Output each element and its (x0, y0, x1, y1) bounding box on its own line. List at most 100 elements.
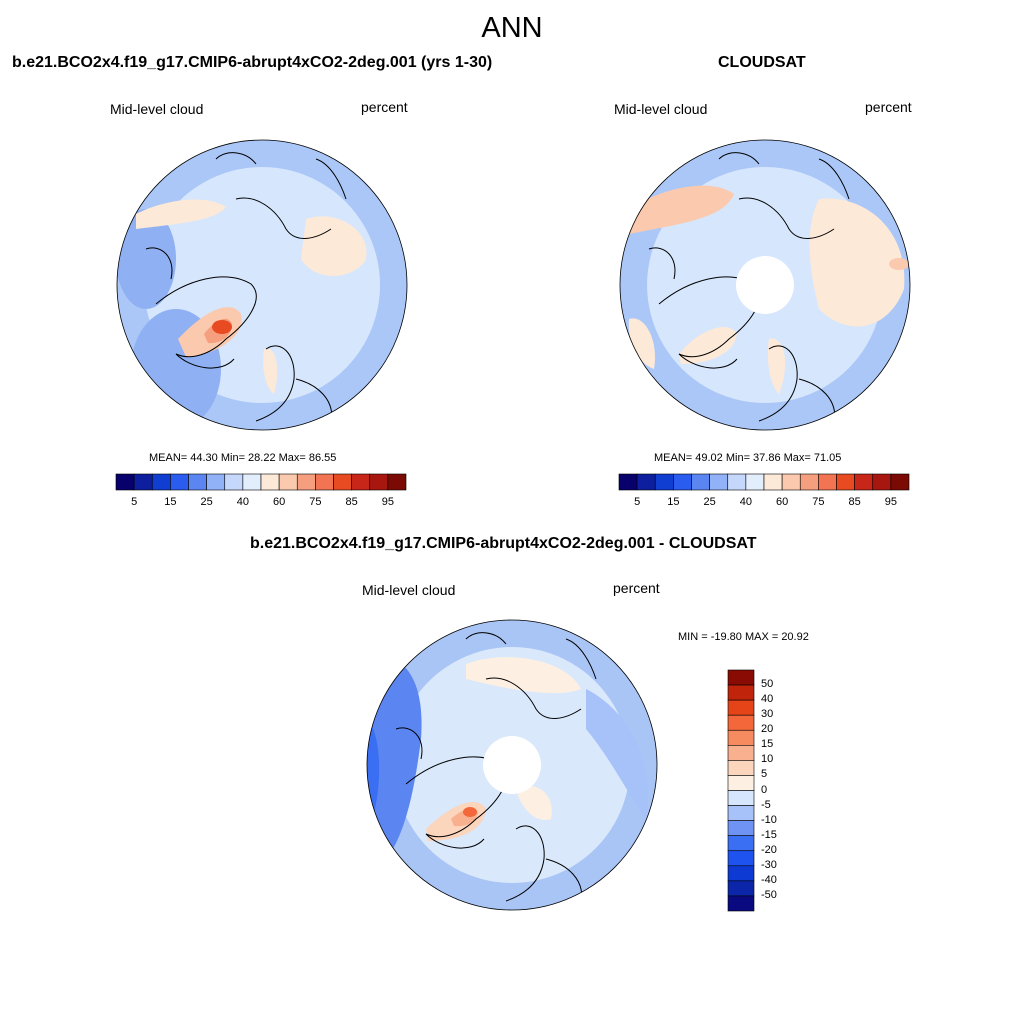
colorbar-tick-label: -10 (761, 813, 777, 826)
colorbar-tick-label: 75 (812, 496, 825, 508)
colorbar-tick-label: 15 (164, 496, 177, 508)
colorbar-swatch (727, 835, 755, 852)
panel-2-polar-map (619, 139, 911, 431)
colorbar-swatch (727, 669, 755, 686)
panel-1-colorbar (115, 473, 407, 491)
map-polar-gap (483, 736, 541, 794)
colorbar-tick-label: -5 (761, 798, 771, 811)
diff-panel-colorbar (727, 669, 755, 912)
colorbar-swatch (872, 473, 892, 491)
colorbar-swatch (333, 473, 352, 491)
colorbar-tick-label: 10 (761, 753, 774, 766)
colorbar-tick-label: -40 (761, 873, 777, 886)
colorbar-swatch (315, 473, 334, 491)
colorbar-swatch (727, 865, 755, 882)
main-title: ANN (481, 12, 543, 44)
panel-2-title: CLOUDSAT (718, 54, 806, 71)
diff-panel-variable-label: Mid-level cloud (362, 582, 456, 598)
colorbar-swatch (799, 473, 819, 491)
panel-1-variable-label: Mid-level cloud (110, 101, 204, 117)
colorbar-swatch (296, 473, 316, 491)
colorbar-swatch (387, 473, 407, 491)
colorbar-swatch (691, 473, 710, 491)
colorbar-swatch (636, 473, 656, 491)
colorbar-swatch (188, 473, 207, 491)
colorbar-swatch (727, 699, 755, 716)
colorbar-swatch (351, 473, 371, 491)
colorbar-tick-label: -20 (761, 843, 777, 856)
colorbar-tick-label: 75 (309, 496, 322, 508)
map-polar-gap (736, 256, 794, 314)
colorbar-tick-label: 5 (634, 496, 641, 508)
colorbar-tick-label: 40 (236, 496, 249, 508)
colorbar-swatch (278, 473, 298, 491)
colorbar-swatch (727, 895, 755, 912)
colorbar-swatch (369, 473, 389, 491)
colorbar-swatch (727, 760, 755, 776)
colorbar-tick-label: 95 (381, 496, 394, 508)
colorbar-swatch (654, 473, 674, 491)
colorbar-tick-label: 40 (739, 496, 752, 508)
colorbar-swatch (618, 473, 638, 491)
diff-panel-title: b.e21.BCO2x4.f19_g17.CMIP6-abrupt4xCO2-2… (250, 535, 757, 552)
colorbar-swatch (727, 805, 755, 821)
panel-1-stats: MEAN= 44.30 Min= 28.22 Max= 86.55 (149, 452, 337, 464)
colorbar-tick-label: 85 (345, 496, 358, 508)
colorbar-tick-label: -50 (761, 888, 777, 901)
diff-panel-polar-map (366, 619, 658, 911)
colorbar-swatch (206, 473, 226, 491)
panel-1-title: b.e21.BCO2x4.f19_g17.CMIP6-abrupt4xCO2-2… (12, 54, 493, 71)
colorbar-swatch (727, 473, 747, 491)
panel-1-polar-map (116, 139, 408, 431)
colorbar-swatch (890, 473, 910, 491)
colorbar-tick-label: 95 (884, 496, 897, 508)
colorbar-tick-label: -30 (761, 858, 777, 871)
colorbar-swatch (727, 714, 755, 731)
colorbar-swatch (151, 473, 171, 491)
colorbar-tick-label: 15 (761, 738, 774, 751)
colorbar-swatch (781, 473, 801, 491)
colorbar-tick-label: 20 (761, 723, 774, 736)
colorbar-swatch (745, 473, 765, 491)
panel-1-units-label: percent (361, 99, 408, 115)
map-coastlines (145, 152, 347, 425)
colorbar-swatch (727, 880, 755, 897)
colorbar-tick-label: 25 (200, 496, 213, 508)
colorbar-swatch (727, 745, 755, 761)
panel-2-stats: MEAN= 49.02 Min= 37.86 Max= 71.05 (654, 452, 842, 464)
colorbar-swatch (727, 850, 755, 867)
colorbar-swatch (242, 473, 262, 491)
panel-2-units-label: percent (865, 99, 912, 115)
colorbar-tick-label: 15 (667, 496, 680, 508)
colorbar-tick-label: 5 (131, 496, 138, 508)
colorbar-tick-label: 25 (703, 496, 716, 508)
diff-panel-stats: MIN = -19.80 MAX = 20.92 (678, 631, 809, 643)
colorbar-swatch (709, 473, 729, 491)
colorbar-swatch (727, 790, 755, 806)
colorbar-swatch (727, 775, 755, 791)
map-border (619, 139, 911, 431)
map-border (116, 139, 408, 431)
colorbar-tick-label: -15 (761, 828, 777, 841)
colorbar-swatch (727, 820, 755, 836)
panel-2-variable-label: Mid-level cloud (614, 101, 708, 117)
colorbar-tick-label: 5 (761, 768, 768, 781)
colorbar-tick-label: 0 (761, 783, 768, 796)
colorbar-swatch (763, 473, 783, 491)
colorbar-swatch (115, 473, 135, 491)
colorbar-tick-label: 60 (776, 496, 789, 508)
colorbar-tick-label: 85 (848, 496, 861, 508)
diff-panel-units-label: percent (613, 580, 660, 596)
colorbar-swatch (224, 473, 244, 491)
colorbar-tick-label: 50 (761, 678, 774, 691)
colorbar-swatch (727, 729, 755, 746)
colorbar-swatch (260, 473, 280, 491)
map-coastlines (648, 152, 850, 425)
colorbar-swatch (836, 473, 855, 491)
colorbar-tick-label: 40 (761, 693, 774, 706)
colorbar-swatch (818, 473, 837, 491)
panel-2-colorbar (618, 473, 910, 491)
colorbar-swatch (727, 684, 755, 701)
colorbar-tick-label: 30 (761, 708, 774, 721)
colorbar-swatch (133, 473, 153, 491)
